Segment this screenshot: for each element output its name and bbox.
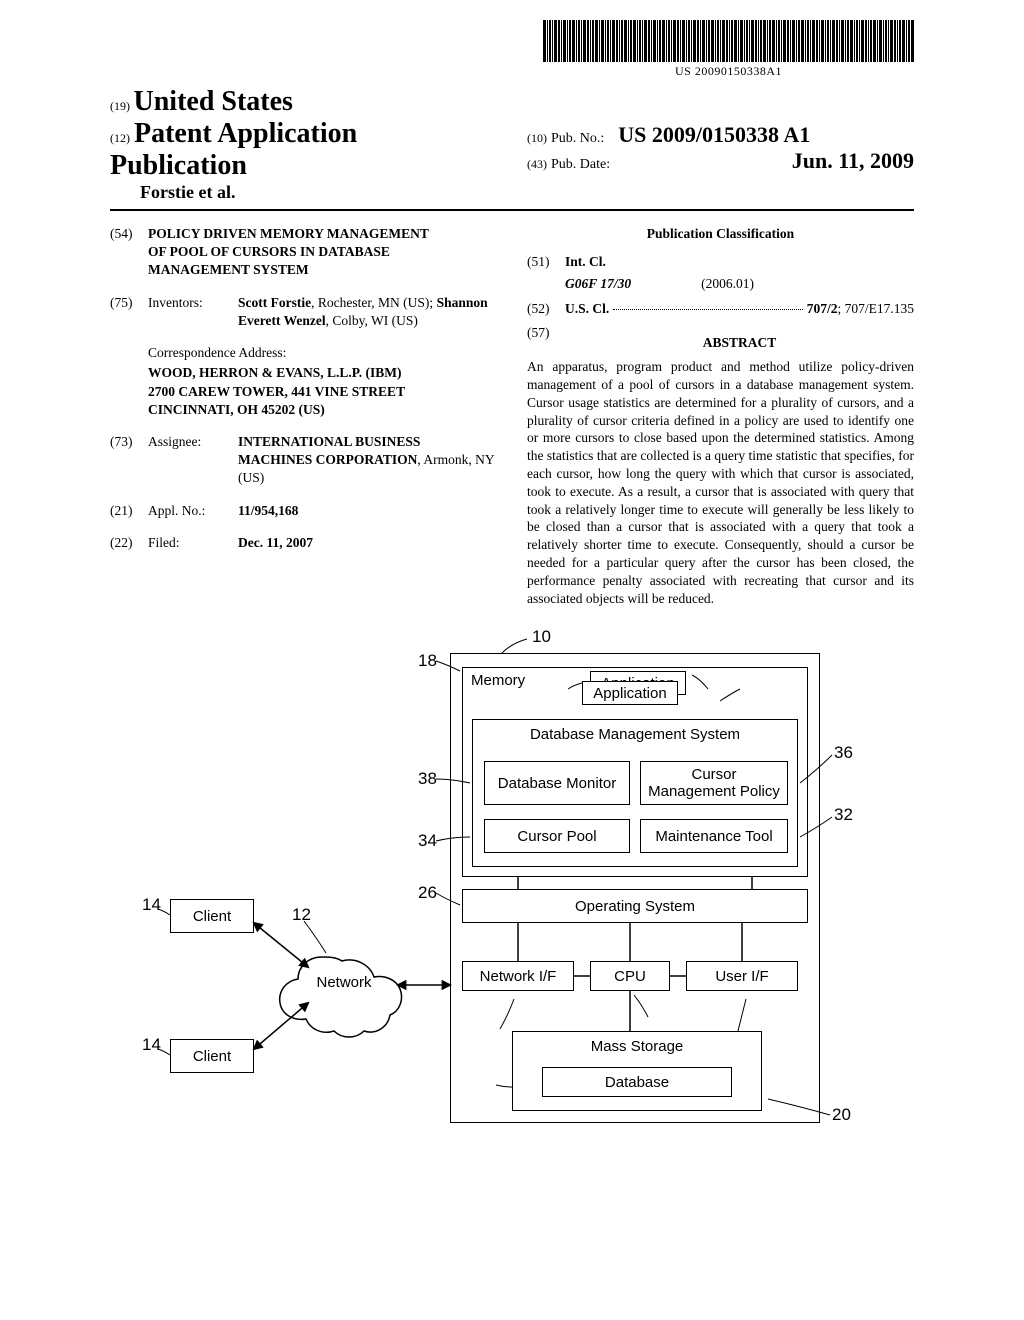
appl-no-label: Appl. No.: <box>148 502 238 520</box>
figure-diagram: 10 18 33 33 28 36 38 32 34 26 14 12 14 2… <box>112 627 912 1147</box>
abstract-heading: ABSTRACT <box>565 334 914 352</box>
application-box: Application <box>582 681 678 705</box>
pub-date-num: (43) <box>527 157 547 172</box>
pub-no-label: Pub. No.: <box>551 131 604 147</box>
ref-26: 26 <box>418 883 437 903</box>
ref-32: 32 <box>834 805 853 825</box>
intcl-year: (2006.01) <box>701 275 754 293</box>
assignee-body: INTERNATIONAL BUSINESS MACHINES CORPORAT… <box>238 433 497 488</box>
assignee-label: Assignee: <box>148 433 238 488</box>
pub-class-heading: Publication Classification <box>527 225 914 243</box>
header-rule <box>110 209 914 211</box>
correspondence-body: WOOD, HERRON & EVANS, L.L.P. (IBM) 2700 … <box>148 364 497 419</box>
pub-type-num: (12) <box>110 131 130 145</box>
uscl-value: 707/2 <box>807 301 838 316</box>
intcl-num: (51) <box>527 253 565 271</box>
barcode-number: US 20090150338A1 <box>543 64 914 79</box>
ref-20: 20 <box>832 1105 851 1125</box>
pub-date-value: Jun. 11, 2009 <box>792 148 914 174</box>
country: United States <box>134 86 293 117</box>
network-label: Network <box>316 974 372 991</box>
net-if-box: Network I/F <box>462 961 574 991</box>
filed-label: Filed: <box>148 534 238 552</box>
pub-type: Patent Application Publication <box>110 118 357 181</box>
memory-label: Memory <box>471 672 525 689</box>
ref-14a: 14 <box>142 895 161 915</box>
inventors-label: Inventors: <box>148 294 238 330</box>
dbms-label: Database Management System <box>530 726 740 743</box>
ref-18: 18 <box>418 651 437 671</box>
assignee-num: (73) <box>110 433 148 488</box>
appl-no-num: (21) <box>110 502 148 520</box>
intcl-label: Int. Cl. <box>565 254 606 269</box>
maint-tool-box: Maintenance Tool <box>640 819 788 853</box>
os-box: Operating System <box>462 889 808 923</box>
pub-date-label: Pub. Date: <box>551 157 610 173</box>
database-box: Database <box>542 1067 732 1097</box>
appl-no-value: 11/954,168 <box>238 503 298 518</box>
uscl-dots <box>613 300 802 310</box>
barcode-bars <box>543 20 914 62</box>
ref-34: 34 <box>418 831 437 851</box>
ref-14b: 14 <box>142 1035 161 1055</box>
uscl-label: U.S. Cl. <box>565 301 609 316</box>
abstract-body: An apparatus, program product and method… <box>527 358 914 607</box>
pub-no-num: (10) <box>527 131 547 146</box>
abstract-num: (57) <box>527 324 565 358</box>
filed-value: Dec. 11, 2007 <box>238 535 313 550</box>
inventors-body: Scott Forstie, Rochester, MN (US); Shann… <box>238 294 497 330</box>
authors: Forstie et al. <box>110 182 497 203</box>
uscl-extra: ; 707/E17.135 <box>838 301 915 316</box>
user-if-box: User I/F <box>686 961 798 991</box>
client-1-box: Client <box>170 899 254 933</box>
cursor-pool-box: Cursor Pool <box>484 819 630 853</box>
ref-12: 12 <box>292 905 311 925</box>
title-num: (54) <box>110 225 148 280</box>
inventors-num: (75) <box>110 294 148 330</box>
db-monitor-box: Database Monitor <box>484 761 630 805</box>
cpu-box: CPU <box>590 961 670 991</box>
client-2-box: Client <box>170 1039 254 1073</box>
barcode-region: US 20090150338A1 <box>110 20 914 80</box>
filed-num: (22) <box>110 534 148 552</box>
invention-title: POLICY DRIVEN MEMORY MANAGEMENT OF POOL … <box>148 225 448 280</box>
correspondence-label: Correspondence Address: <box>148 344 497 362</box>
uscl-num: (52) <box>527 300 565 318</box>
ref-36: 36 <box>834 743 853 763</box>
pub-no-value: US 2009/0150338 A1 <box>618 122 810 148</box>
ref-38: 38 <box>418 769 437 789</box>
cursor-policy-box: Cursor Management Policy <box>640 761 788 805</box>
intcl-code: G06F 17/30 <box>565 275 631 293</box>
country-num: (19) <box>110 99 130 113</box>
ref-10: 10 <box>532 627 551 647</box>
